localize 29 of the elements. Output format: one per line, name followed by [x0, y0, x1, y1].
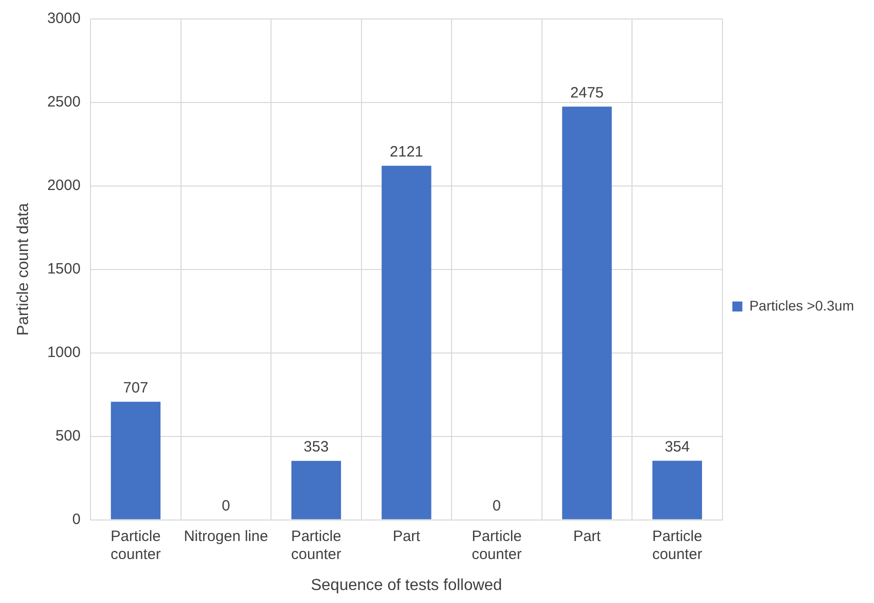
- x-tick-label: Particle counter: [291, 528, 342, 563]
- x-tick-label: Part: [392, 528, 422, 545]
- y-tick-label: 2000: [47, 177, 81, 194]
- data-label: 0: [492, 497, 501, 514]
- bar: [382, 166, 432, 520]
- data-label: 2121: [390, 143, 424, 160]
- data-label: 707: [123, 379, 148, 396]
- y-tick-label: 1500: [47, 260, 81, 278]
- x-axis-title: Sequence of tests followed: [310, 576, 502, 594]
- bar: [291, 460, 342, 520]
- x-tick-label: Part: [573, 528, 602, 545]
- y-tick-label: 500: [56, 427, 81, 444]
- bar: [562, 106, 612, 520]
- legend-label: Particles >0.3um: [749, 297, 854, 314]
- x-tick-label: Particle counter: [652, 528, 702, 563]
- data-label: 2475: [570, 84, 604, 102]
- x-tick-label: Particle counter: [472, 528, 522, 563]
- x-tick-label: Nitrogen line: [184, 528, 268, 545]
- y-tick-label: 2500: [47, 94, 81, 111]
- data-label: 353: [304, 438, 329, 456]
- y-axis-title: Particle count data: [15, 203, 32, 336]
- bar: [110, 402, 161, 520]
- y-tick-label: 0: [72, 510, 81, 528]
- data-label: 354: [664, 438, 690, 456]
- y-tick-label: 1000: [47, 344, 81, 362]
- x-tick-label: Particle counter: [110, 528, 161, 563]
- y-tick-label: 3000: [47, 10, 81, 28]
- data-label: 0: [222, 497, 230, 514]
- bar: [652, 460, 702, 520]
